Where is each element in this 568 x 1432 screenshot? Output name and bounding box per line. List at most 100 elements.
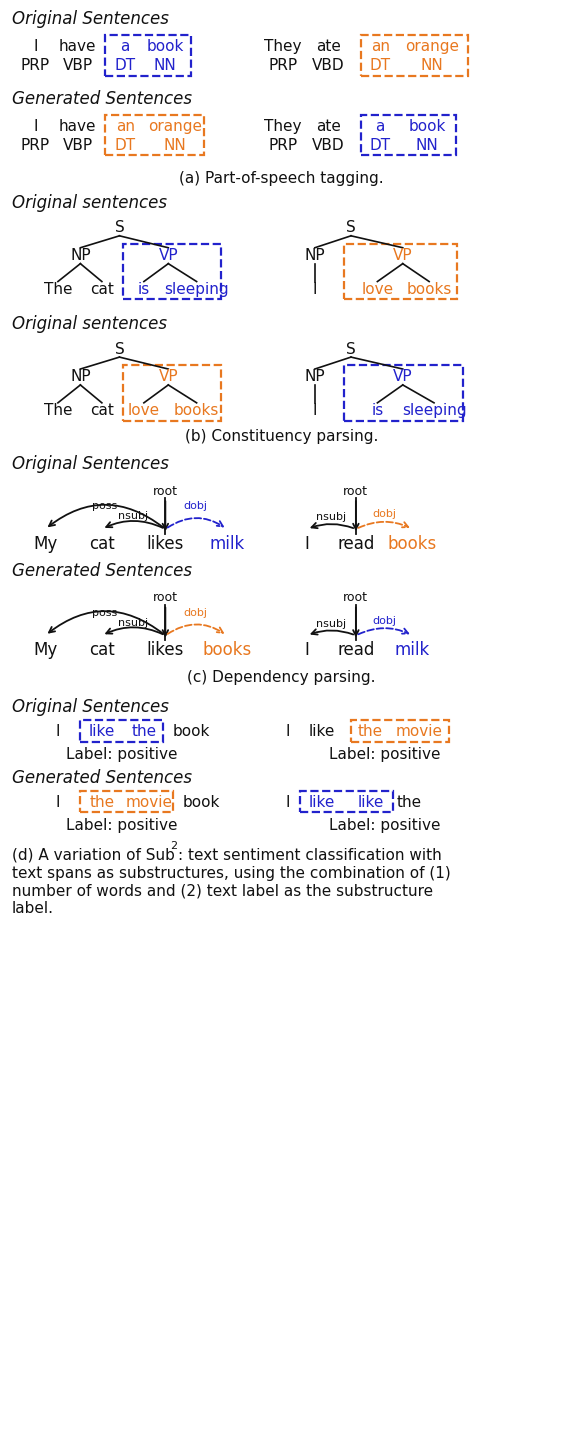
Text: cat: cat (90, 404, 114, 418)
Text: The: The (44, 404, 72, 418)
Text: dobj: dobj (372, 510, 396, 520)
Text: number of words and (2) text label as the substructure: number of words and (2) text label as th… (12, 884, 433, 898)
Text: (d) A variation of Sub: (d) A variation of Sub (12, 848, 175, 862)
Text: an: an (116, 119, 135, 135)
Text: NN: NN (164, 137, 186, 153)
Text: have: have (59, 119, 96, 135)
Text: PRP: PRP (268, 137, 297, 153)
Text: the: the (89, 795, 114, 811)
Text: dobj: dobj (183, 501, 208, 511)
Text: sleeping: sleeping (402, 404, 466, 418)
Text: NN: NN (416, 137, 438, 153)
Text: They: They (264, 119, 302, 135)
Text: VBP: VBP (62, 59, 93, 73)
Text: Original Sentences: Original Sentences (12, 10, 169, 29)
Text: books: books (174, 404, 219, 418)
Text: S: S (346, 342, 356, 357)
Text: S: S (115, 221, 124, 235)
Text: like: like (357, 795, 384, 811)
Text: My: My (33, 642, 57, 659)
Text: likes: likes (147, 642, 184, 659)
Text: books: books (407, 282, 452, 296)
Text: VP: VP (158, 369, 178, 384)
Text: VP: VP (158, 248, 178, 263)
Text: PRP: PRP (21, 59, 50, 73)
Text: S: S (346, 221, 356, 235)
Text: DT: DT (115, 137, 136, 153)
Text: cat: cat (89, 642, 115, 659)
Text: PRP: PRP (268, 59, 297, 73)
Text: I: I (285, 795, 290, 811)
Text: a: a (375, 119, 385, 135)
Text: poss: poss (92, 501, 118, 511)
Text: love: love (361, 282, 394, 296)
Text: NN: NN (421, 59, 444, 73)
Text: NP: NP (70, 369, 91, 384)
Text: NN: NN (154, 59, 177, 73)
Text: root: root (344, 485, 369, 498)
Text: book: book (147, 40, 184, 54)
Text: nsubj: nsubj (316, 513, 346, 523)
Text: milk: milk (209, 536, 245, 553)
Text: I: I (33, 119, 37, 135)
Text: NP: NP (304, 369, 325, 384)
Text: Label: positive: Label: positive (66, 818, 177, 833)
Text: Generated Sentences: Generated Sentences (12, 769, 192, 786)
Text: I: I (56, 725, 60, 739)
Text: like: like (89, 725, 115, 739)
Text: VBD: VBD (312, 137, 345, 153)
Text: root: root (344, 591, 369, 604)
Text: Label: positive: Label: positive (329, 818, 441, 833)
Text: is: is (371, 404, 383, 418)
Text: the: the (397, 795, 422, 811)
Text: NP: NP (70, 248, 91, 263)
Text: root: root (153, 591, 178, 604)
Text: a: a (120, 40, 130, 54)
Text: an: an (371, 40, 390, 54)
Text: NP: NP (304, 248, 325, 263)
Text: text spans as substructures, using the combination of (1): text spans as substructures, using the c… (12, 865, 451, 881)
Text: Generated Sentences: Generated Sentences (12, 90, 192, 107)
Text: book: book (183, 795, 220, 811)
Text: movie: movie (126, 795, 172, 811)
Text: cat: cat (89, 536, 115, 553)
Text: Original Sentences: Original Sentences (12, 455, 169, 474)
Text: poss: poss (92, 607, 118, 617)
Text: book: book (173, 725, 210, 739)
Text: ate: ate (316, 119, 341, 135)
Text: (c) Dependency parsing.: (c) Dependency parsing. (187, 670, 376, 684)
Text: read: read (337, 536, 374, 553)
Text: like: like (308, 795, 335, 811)
Text: (b) Constituency parsing.: (b) Constituency parsing. (185, 430, 378, 444)
Text: nsubj: nsubj (316, 619, 346, 629)
Text: DT: DT (115, 59, 136, 73)
Text: cat: cat (90, 282, 114, 296)
Text: books: books (388, 536, 437, 553)
Text: milk: milk (395, 642, 430, 659)
Text: likes: likes (147, 536, 184, 553)
Text: dobj: dobj (372, 616, 396, 626)
Text: VP: VP (393, 248, 412, 263)
Text: label.: label. (12, 901, 54, 916)
Text: the: the (358, 725, 383, 739)
Text: I: I (312, 404, 317, 418)
Text: S: S (115, 342, 124, 357)
Text: Original sentences: Original sentences (12, 193, 167, 212)
Text: Original sentences: Original sentences (12, 315, 167, 334)
Text: sleeping: sleeping (164, 282, 229, 296)
Text: I: I (312, 282, 317, 296)
Text: Original Sentences: Original Sentences (12, 697, 169, 716)
Text: is: is (138, 282, 150, 296)
Text: (a) Part-of-speech tagging.: (a) Part-of-speech tagging. (179, 170, 384, 186)
Text: nsubj: nsubj (118, 617, 148, 627)
Text: 2: 2 (170, 841, 177, 851)
Text: nsubj: nsubj (118, 511, 148, 521)
Text: DT: DT (370, 59, 391, 73)
Text: book: book (408, 119, 446, 135)
Text: I: I (304, 642, 310, 659)
Text: I: I (304, 536, 310, 553)
Text: love: love (128, 404, 160, 418)
Text: the: the (131, 725, 156, 739)
Text: read: read (337, 642, 374, 659)
Text: I: I (285, 725, 290, 739)
